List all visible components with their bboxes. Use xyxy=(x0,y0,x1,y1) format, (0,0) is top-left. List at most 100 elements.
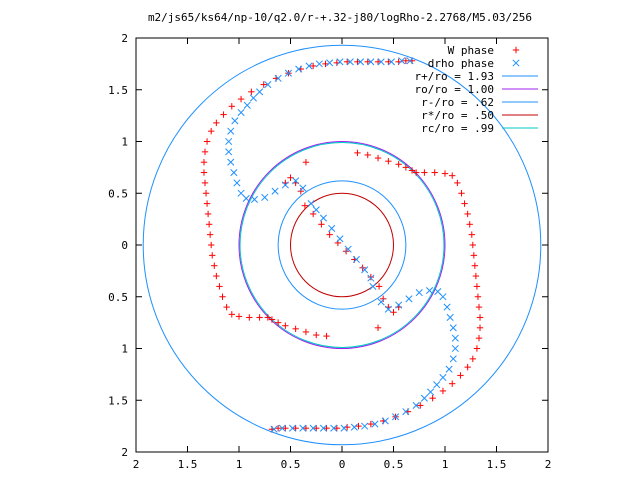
point-s1-24 xyxy=(230,168,238,177)
y-tick-label-0: 2 xyxy=(121,32,128,45)
point-s0-33 xyxy=(237,95,245,103)
legend-label-5: r*/ro = .50 xyxy=(421,109,494,122)
y-tick-label-7: 1.5 xyxy=(108,394,128,407)
point-s0-68 xyxy=(469,241,477,249)
point-s1-55 xyxy=(278,424,286,432)
legend-symbol-0 xyxy=(512,46,520,54)
point-s0-85 xyxy=(417,402,424,409)
point-s0-52 xyxy=(374,154,382,162)
point-s0-56 xyxy=(408,167,416,174)
point-s0-19 xyxy=(206,231,214,238)
point-s0-21 xyxy=(204,210,212,218)
point-s1-22 xyxy=(225,148,233,156)
x-tick-label-5: 0.5 xyxy=(384,458,404,471)
point-s0-15 xyxy=(213,272,220,280)
point-s0-31 xyxy=(220,111,227,118)
point-s1-38 xyxy=(336,235,344,243)
point-s0-48 xyxy=(402,57,410,64)
point-s1-35 xyxy=(312,206,320,214)
point-s0-57 xyxy=(412,169,420,176)
legend-label-4: r-/ro = .62 xyxy=(421,96,494,109)
point-s0-43 xyxy=(354,58,361,66)
point-s0-77 xyxy=(475,334,483,342)
point-s1-53 xyxy=(299,424,307,432)
point-s1-20 xyxy=(227,127,235,135)
circle-2 xyxy=(277,180,407,310)
point-s0-110 xyxy=(297,187,304,195)
point-s1-76 xyxy=(377,298,385,306)
point-s0-5 xyxy=(274,319,282,326)
point-s0-95 xyxy=(302,424,310,432)
point-s1-77 xyxy=(369,282,377,290)
point-s0-72 xyxy=(473,283,481,290)
point-s1-64 xyxy=(451,344,459,353)
point-s1-60 xyxy=(433,381,441,389)
point-s0-7 xyxy=(264,314,272,321)
point-s0-42 xyxy=(343,58,351,66)
point-s1-34 xyxy=(307,200,315,208)
x-tick-label-6: 1 xyxy=(442,458,449,471)
point-s0-119 xyxy=(302,159,310,166)
point-s0-92 xyxy=(333,424,341,432)
point-s1-23 xyxy=(227,158,235,166)
point-s0-73 xyxy=(474,293,482,300)
point-s0-89 xyxy=(367,420,375,428)
point-s0-60 xyxy=(441,170,449,177)
point-s0-59 xyxy=(431,169,438,176)
point-s0-51 xyxy=(364,151,371,159)
x-tick-label-8: 2 xyxy=(545,458,552,471)
point-s0-40 xyxy=(322,60,329,68)
point-s1-9 xyxy=(367,58,375,66)
point-s0-17 xyxy=(209,252,216,259)
point-s1-0 xyxy=(274,74,282,82)
point-s0-103 xyxy=(326,231,333,238)
point-s0-76 xyxy=(476,324,484,331)
point-s1-68 xyxy=(443,303,451,311)
point-s1-56 xyxy=(270,425,278,433)
point-s1-74 xyxy=(395,301,403,309)
point-s0-20 xyxy=(205,221,213,228)
point-s0-8 xyxy=(256,314,263,321)
point-s0-50 xyxy=(354,149,361,157)
point-s1-42 xyxy=(367,274,375,282)
x-tick-label-4: 0 xyxy=(339,458,346,471)
point-s1-75 xyxy=(384,305,392,313)
point-s1-17 xyxy=(243,101,251,109)
point-s1-4 xyxy=(315,60,323,68)
point-s0-39 xyxy=(309,62,317,70)
point-s1-5 xyxy=(326,59,334,67)
point-s1-15 xyxy=(256,88,264,96)
point-s0-12 xyxy=(223,303,230,311)
point-s0-81 xyxy=(457,372,464,379)
point-s0-13 xyxy=(219,293,226,300)
point-s1-6 xyxy=(336,58,344,66)
point-s1-25 xyxy=(233,179,241,187)
point-s1-45 xyxy=(381,417,389,425)
point-s1-27 xyxy=(242,194,250,202)
point-s1-7 xyxy=(346,58,354,66)
point-s0-101 xyxy=(309,210,317,218)
point-s0-34 xyxy=(248,88,255,96)
point-s0-45 xyxy=(374,58,382,66)
point-s0-98 xyxy=(274,424,282,432)
point-s0-18 xyxy=(207,241,215,249)
point-s0-97 xyxy=(282,424,289,432)
point-s0-70 xyxy=(471,262,479,269)
x-tick-label-3: 0.5 xyxy=(281,458,301,471)
point-s0-94 xyxy=(313,424,320,432)
point-s0-100 xyxy=(301,202,309,209)
point-s0-96 xyxy=(292,424,299,432)
circles-layer xyxy=(142,44,542,446)
chart-title: m2/js65/ks64/np-10/q2.0/r-+.32-j80/logRh… xyxy=(148,11,532,24)
circle-3 xyxy=(290,192,394,298)
point-s0-93 xyxy=(323,424,330,432)
point-s0-74 xyxy=(475,303,483,311)
point-s0-84 xyxy=(429,394,436,402)
point-s0-29 xyxy=(207,127,215,135)
point-s0-54 xyxy=(395,161,402,168)
point-s0-26 xyxy=(200,159,208,166)
point-s0-64 xyxy=(461,200,468,207)
point-s1-62 xyxy=(445,365,453,373)
y-tick-label-8: 2 xyxy=(121,446,128,459)
